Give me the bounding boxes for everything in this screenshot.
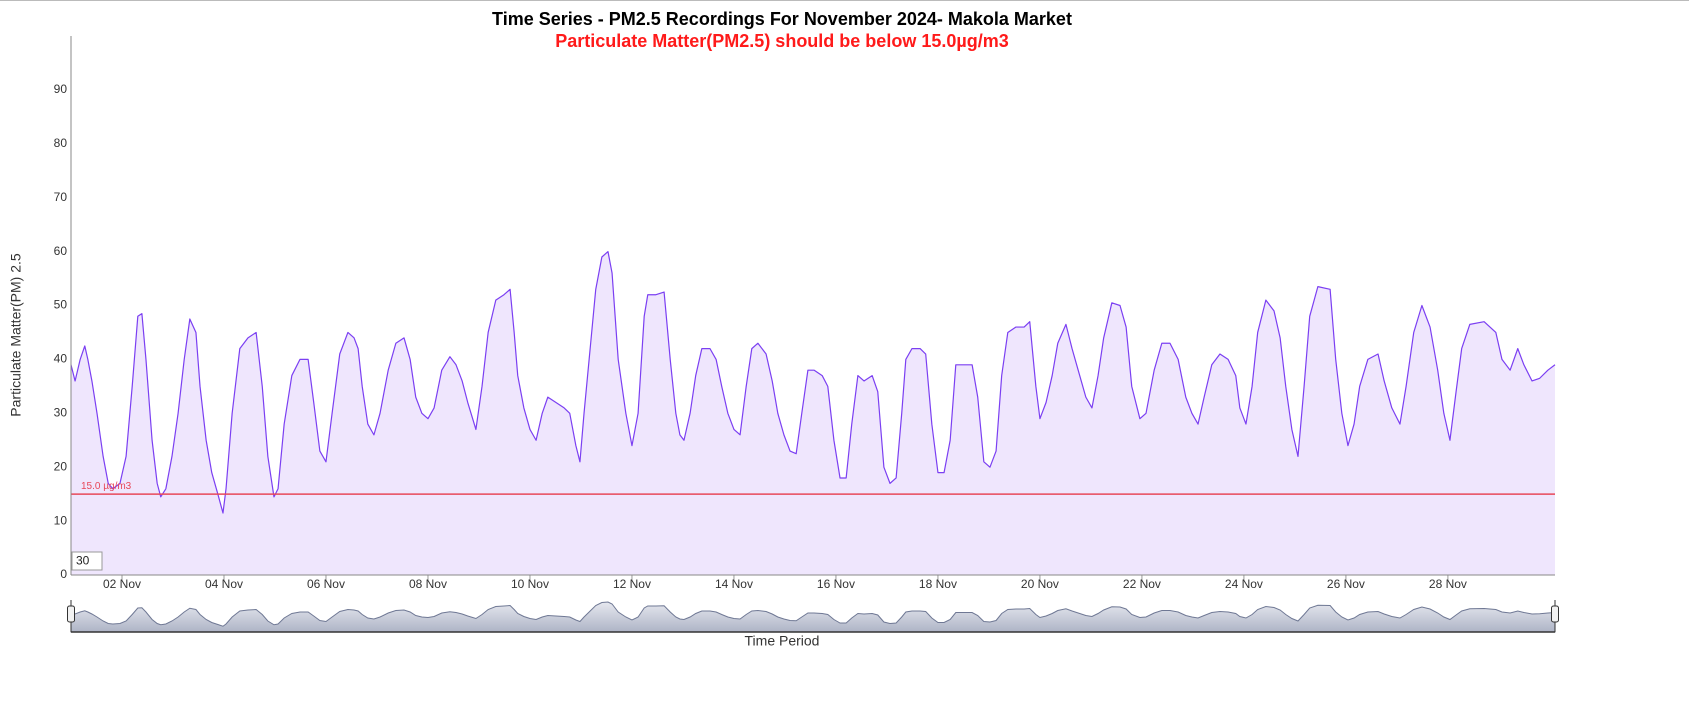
y-tick-label: 40 xyxy=(54,352,68,366)
chart-title: Time Series - PM2.5 Recordings For Novem… xyxy=(492,9,1072,29)
x-tick-label: 16 Nov xyxy=(817,577,855,591)
area xyxy=(71,251,1555,575)
y-tick-label: 0 xyxy=(60,567,67,581)
y-axis-label: Particulate Matter(PM) 2.5 xyxy=(8,253,24,417)
navigator-handle[interactable] xyxy=(1551,605,1559,623)
x-tick-label: 12 Nov xyxy=(613,577,651,591)
x-tick-label: 24 Nov xyxy=(1225,577,1263,591)
line xyxy=(70,251,1556,514)
x-axis-label: Time Period xyxy=(745,633,820,649)
y-tick-label: 30 xyxy=(54,405,68,419)
range-input-value: 30 xyxy=(76,554,90,568)
x-tick-label: 26 Nov xyxy=(1327,577,1365,591)
navigator-handle[interactable] xyxy=(67,605,75,623)
y-tick-label: 60 xyxy=(54,244,68,258)
x-tick-label: 10 Nov xyxy=(511,577,549,591)
x-tick-label: 18 Nov xyxy=(919,577,957,591)
y-tick-label: 10 xyxy=(54,513,68,527)
x-tick-label: 22 Nov xyxy=(1123,577,1161,591)
x-tick-label: 02 Nov xyxy=(103,577,141,591)
x-tick-label: 20 Nov xyxy=(1021,577,1059,591)
y-tick-label: 80 xyxy=(54,136,68,150)
navigator-series xyxy=(70,601,1556,633)
chart-subtitle: Particulate Matter(PM2.5) should be belo… xyxy=(555,31,1008,51)
x-tick-label: 06 Nov xyxy=(307,577,345,591)
x-tick-label: 14 Nov xyxy=(715,577,753,591)
y-tick-label: 20 xyxy=(54,459,68,473)
y-tick-label: 90 xyxy=(54,82,68,96)
threshold-label: 15.0 µg/m3 xyxy=(81,481,132,492)
x-tick-label: 28 Nov xyxy=(1429,577,1467,591)
x-tick-label: 04 Nov xyxy=(205,577,243,591)
y-tick-label: 70 xyxy=(54,190,68,204)
range-input[interactable] xyxy=(71,551,103,571)
x-tick-label: 08 Nov xyxy=(409,577,447,591)
y-tick-label: 50 xyxy=(54,298,68,312)
